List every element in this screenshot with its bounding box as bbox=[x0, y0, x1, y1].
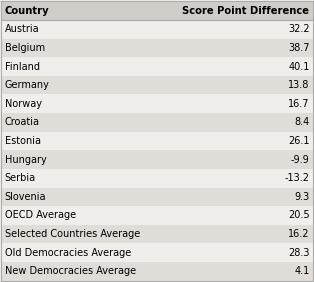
Text: 28.3: 28.3 bbox=[288, 248, 310, 258]
Text: 9.3: 9.3 bbox=[294, 192, 310, 202]
Bar bbox=[1, 169, 313, 188]
Text: Country: Country bbox=[4, 6, 49, 16]
Text: Finland: Finland bbox=[4, 61, 40, 72]
Text: 8.4: 8.4 bbox=[294, 117, 310, 127]
Text: Belgium: Belgium bbox=[4, 43, 45, 53]
Text: 16.2: 16.2 bbox=[288, 229, 310, 239]
Text: Austria: Austria bbox=[4, 24, 39, 34]
Text: Germany: Germany bbox=[4, 80, 49, 90]
Text: 40.1: 40.1 bbox=[288, 61, 310, 72]
Text: 32.2: 32.2 bbox=[288, 24, 310, 34]
Bar bbox=[1, 94, 313, 113]
Bar bbox=[1, 76, 313, 94]
Bar bbox=[1, 57, 313, 76]
Text: Slovenia: Slovenia bbox=[4, 192, 46, 202]
Text: Selected Countries Average: Selected Countries Average bbox=[4, 229, 140, 239]
Text: 13.8: 13.8 bbox=[288, 80, 310, 90]
Text: 38.7: 38.7 bbox=[288, 43, 310, 53]
Text: Serbia: Serbia bbox=[4, 173, 35, 183]
Bar bbox=[1, 206, 313, 225]
Bar bbox=[1, 39, 313, 57]
Text: Old Democracies Average: Old Democracies Average bbox=[4, 248, 131, 258]
Bar bbox=[1, 188, 313, 206]
Text: 4.1: 4.1 bbox=[294, 266, 310, 276]
Text: -13.2: -13.2 bbox=[284, 173, 310, 183]
Text: 26.1: 26.1 bbox=[288, 136, 310, 146]
Text: Croatia: Croatia bbox=[4, 117, 40, 127]
Text: Estonia: Estonia bbox=[4, 136, 41, 146]
Bar bbox=[1, 243, 313, 262]
Text: 20.5: 20.5 bbox=[288, 210, 310, 221]
Text: Score Point Difference: Score Point Difference bbox=[182, 6, 310, 16]
Text: Hungary: Hungary bbox=[4, 155, 46, 165]
Text: -9.9: -9.9 bbox=[291, 155, 310, 165]
Bar bbox=[1, 113, 313, 132]
Bar bbox=[1, 132, 313, 150]
Bar bbox=[1, 20, 313, 39]
Bar bbox=[1, 225, 313, 243]
Text: New Democracies Average: New Democracies Average bbox=[4, 266, 136, 276]
Text: OECD Average: OECD Average bbox=[4, 210, 76, 221]
Bar bbox=[1, 150, 313, 169]
Bar bbox=[1, 262, 313, 281]
Bar bbox=[1, 1, 313, 20]
Text: Norway: Norway bbox=[4, 99, 41, 109]
Text: 16.7: 16.7 bbox=[288, 99, 310, 109]
